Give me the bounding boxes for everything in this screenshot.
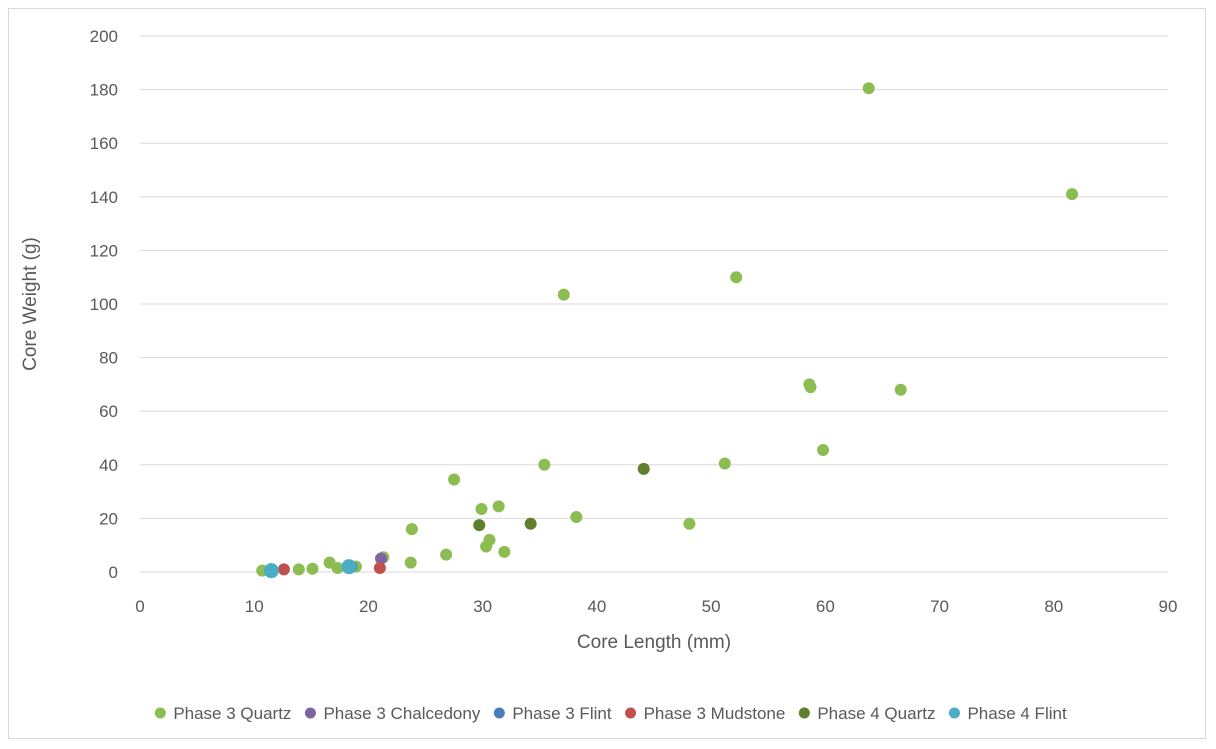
- data-point: [862, 82, 875, 95]
- data-point: [538, 458, 551, 471]
- data-point: [475, 503, 488, 516]
- x-tick-label: 0: [135, 597, 144, 616]
- data-point: [683, 517, 696, 530]
- legend-item: Phase 4 Flint: [948, 704, 1067, 723]
- data-point: [524, 517, 537, 530]
- y-tick-label: 60: [99, 402, 118, 421]
- x-tick-label: 80: [1044, 597, 1063, 616]
- data-point: [894, 383, 907, 396]
- x-tick-label: 90: [1159, 597, 1178, 616]
- y-tick-label: 80: [99, 349, 118, 368]
- y-axis-title: Core Weight (g): [20, 237, 41, 371]
- data-point: [730, 271, 743, 284]
- data-points: [256, 82, 1079, 579]
- y-tick-label: 140: [90, 188, 118, 207]
- y-tick-label: 160: [90, 134, 118, 153]
- x-tick-label: 40: [587, 597, 606, 616]
- data-point: [331, 561, 344, 574]
- legend-marker: [798, 707, 810, 719]
- legend-label: Phase 3 Flint: [512, 704, 611, 723]
- y-tick-label: 200: [90, 27, 118, 46]
- data-point: [804, 381, 817, 394]
- data-point: [557, 288, 570, 301]
- data-point: [637, 462, 650, 475]
- legend-marker: [304, 707, 316, 719]
- legend-marker: [625, 707, 637, 719]
- legend-label: Phase 3 Quartz: [173, 704, 291, 723]
- data-point: [718, 457, 731, 470]
- data-point: [341, 559, 357, 575]
- legend-label: Phase 4 Flint: [967, 704, 1066, 723]
- data-point: [498, 545, 511, 558]
- x-tick-label: 50: [702, 597, 721, 616]
- legend-marker: [154, 707, 166, 719]
- x-axis-title: Core Length (mm): [577, 632, 731, 653]
- data-point: [817, 444, 830, 457]
- x-tick-label: 30: [473, 597, 492, 616]
- data-point: [448, 473, 461, 486]
- data-point: [473, 519, 486, 532]
- data-point: [263, 563, 279, 579]
- data-point: [375, 552, 388, 565]
- legend-marker: [493, 707, 505, 719]
- x-tick-labels: 0 10 20 30 40 50 60 70 80 90: [135, 597, 1177, 616]
- y-tick-label: 120: [90, 241, 118, 260]
- data-point: [440, 548, 453, 561]
- legend-item: Phase 3 Quartz: [154, 704, 291, 723]
- y-tick-label: 100: [90, 295, 118, 314]
- legend-label: Phase 3 Chalcedony: [323, 704, 480, 723]
- data-point: [483, 533, 496, 546]
- x-tick-label: 10: [245, 597, 264, 616]
- chart-frame: [8, 8, 1206, 739]
- data-point: [292, 563, 305, 576]
- legend-item: Phase 3 Chalcedony: [304, 704, 481, 723]
- y-tick-labels: 0 20 40 60 80 100 120 140 160 180 200: [90, 27, 118, 582]
- y-tick-label: 0: [109, 563, 118, 582]
- y-tick-label: 40: [99, 456, 118, 475]
- x-tick-label: 70: [930, 597, 949, 616]
- data-point: [1066, 188, 1079, 201]
- data-point: [306, 562, 319, 575]
- data-point: [373, 561, 386, 574]
- data-point: [277, 563, 290, 576]
- x-tick-label: 20: [359, 597, 378, 616]
- legend-label: Phase 4 Quartz: [817, 704, 935, 723]
- y-tick-label: 180: [90, 81, 118, 100]
- data-point: [405, 523, 418, 536]
- y-tick-label: 20: [99, 509, 118, 528]
- data-point: [492, 500, 505, 513]
- gridlines: [140, 35, 1168, 519]
- legend-item: Phase 4 Quartz: [798, 704, 935, 723]
- x-tick-label: 60: [816, 597, 835, 616]
- data-point: [570, 511, 583, 524]
- legend-marker: [948, 707, 960, 719]
- legend: Phase 3 Quartz Phase 3 Chalcedony Phase 3 …: [154, 704, 1067, 723]
- data-point: [404, 556, 417, 569]
- legend-label: Phase 3 Mudstone: [644, 704, 786, 723]
- legend-item: Phase 3 Flint: [493, 704, 612, 723]
- legend-item: Phase 3 Mudstone: [625, 704, 785, 723]
